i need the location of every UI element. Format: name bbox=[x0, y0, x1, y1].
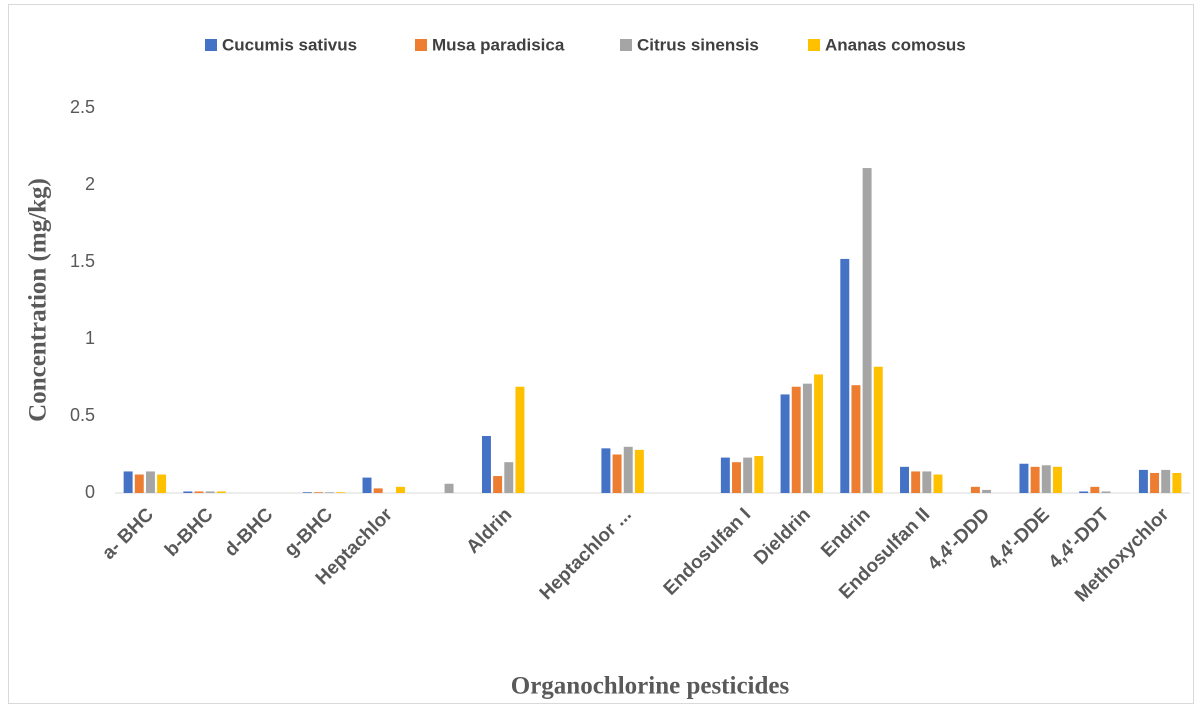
bar bbox=[336, 492, 346, 493]
x-tick-label: Heptachlor ... bbox=[536, 504, 636, 604]
x-tick-label: 4,4'-DDD bbox=[924, 504, 994, 574]
bar bbox=[720, 457, 730, 493]
bar bbox=[933, 474, 943, 493]
x-axis-title: Organochlorine pesticides bbox=[511, 673, 790, 700]
y-tick-label: 2 bbox=[85, 174, 95, 194]
bar bbox=[862, 168, 872, 493]
legend-swatch bbox=[620, 39, 632, 51]
x-tick-label: Aldrin bbox=[463, 504, 517, 558]
y-tick-label: 0.5 bbox=[70, 405, 95, 425]
bar bbox=[515, 386, 525, 493]
legend-label: Citrus sinensis bbox=[637, 35, 759, 54]
bar bbox=[183, 491, 193, 493]
x-tick-label: b-BHC bbox=[161, 504, 218, 561]
bar bbox=[134, 474, 144, 493]
bar bbox=[1101, 491, 1111, 493]
bar bbox=[851, 385, 861, 493]
legend-label: Cucumis sativus bbox=[222, 35, 357, 54]
bar bbox=[325, 492, 335, 493]
bar bbox=[481, 436, 491, 493]
y-tick-label: 0 bbox=[85, 482, 95, 502]
bar bbox=[634, 449, 644, 493]
y-tick-label: 1.5 bbox=[70, 251, 95, 271]
bar bbox=[493, 476, 503, 493]
bar bbox=[802, 383, 812, 493]
bar bbox=[982, 489, 992, 493]
bar bbox=[1090, 486, 1100, 493]
bar bbox=[754, 456, 764, 493]
legend-swatch bbox=[415, 39, 427, 51]
legend-label: Ananas comosus bbox=[825, 35, 966, 54]
bar bbox=[205, 491, 215, 493]
bar bbox=[922, 471, 932, 493]
x-tick-label: Endrin bbox=[817, 504, 874, 561]
legend-label: Musa paradisica bbox=[432, 35, 565, 54]
bar bbox=[743, 457, 753, 493]
bar bbox=[444, 483, 454, 493]
bar bbox=[145, 471, 155, 493]
bar bbox=[840, 258, 850, 493]
bar bbox=[623, 446, 633, 493]
bar bbox=[157, 474, 167, 493]
bar bbox=[1150, 472, 1160, 493]
bar bbox=[1138, 469, 1148, 493]
bar bbox=[396, 486, 405, 493]
bar bbox=[373, 488, 383, 493]
bar bbox=[1030, 466, 1040, 493]
chart-frame bbox=[8, 4, 1194, 704]
y-axis-title: Concentration (mg/kg) bbox=[25, 178, 52, 422]
bar bbox=[900, 466, 909, 493]
bar bbox=[1079, 491, 1089, 493]
bar bbox=[362, 477, 372, 493]
x-tick-label: a- BHC bbox=[98, 504, 158, 564]
bar bbox=[1172, 472, 1182, 493]
y-tick-label: 2.5 bbox=[70, 97, 95, 117]
bar bbox=[1161, 469, 1171, 493]
bar bbox=[123, 471, 133, 493]
bar bbox=[873, 366, 883, 493]
legend-swatch bbox=[808, 39, 820, 51]
bar bbox=[1041, 465, 1051, 493]
legend-swatch bbox=[205, 39, 217, 51]
bar bbox=[601, 448, 611, 493]
x-tick-label: d-BHC bbox=[221, 504, 278, 561]
x-tick-label: 4,4'-DDE bbox=[984, 504, 1054, 574]
bar bbox=[612, 454, 622, 493]
bar bbox=[1019, 463, 1029, 493]
bar bbox=[791, 386, 801, 493]
bar bbox=[1052, 466, 1062, 493]
bar bbox=[814, 374, 824, 493]
bar bbox=[302, 492, 312, 493]
x-tick-label: g-BHC bbox=[280, 504, 337, 561]
x-tick-label: Dieldrin bbox=[750, 504, 815, 569]
bar bbox=[780, 394, 790, 493]
y-tick-label: 1 bbox=[85, 328, 95, 348]
bar bbox=[194, 491, 204, 493]
x-tick-label: Endosulfan I bbox=[660, 504, 755, 599]
bar bbox=[732, 462, 741, 493]
bar bbox=[970, 486, 980, 493]
bar bbox=[504, 462, 514, 493]
bar bbox=[911, 471, 921, 493]
bar bbox=[313, 492, 323, 493]
bar bbox=[216, 491, 226, 493]
